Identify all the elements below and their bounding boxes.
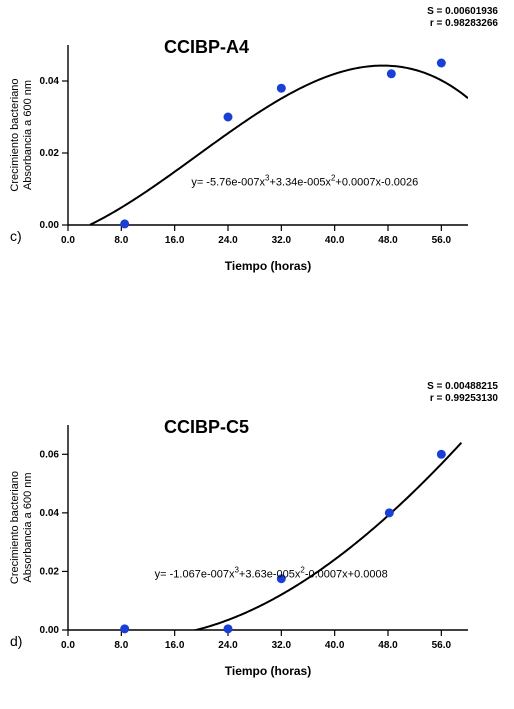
x-tick-label: 40.0 [325, 235, 345, 246]
data-point [437, 59, 446, 68]
y-tick-label: 0.02 [40, 148, 60, 159]
data-point [437, 450, 446, 459]
y-tick-label: 0.04 [40, 76, 60, 87]
x-tick-label: 16.0 [165, 640, 185, 651]
stat-r: r = 0.99253130 [430, 393, 499, 404]
chart-title: CCIBP-C5 [164, 417, 249, 437]
y-tick-label: 0.06 [40, 449, 60, 460]
y-axis-label-line2: Absorbancia a 600 nm [22, 80, 34, 190]
equation-text: y= -5.76e-007x3+3.34e-005x2+0.0007x-0.00… [191, 173, 418, 188]
data-point [120, 219, 129, 228]
data-point [277, 84, 286, 93]
x-tick-label: 48.0 [378, 640, 398, 651]
data-point [120, 624, 129, 633]
x-tick-label: 40.0 [325, 640, 345, 651]
x-tick-label: 8.0 [114, 235, 128, 246]
panel-letter: d) [10, 633, 22, 649]
y-axis-label-line1: Crecimiento bacteriano [9, 78, 21, 191]
chart-title: CCIBP-A4 [164, 37, 249, 57]
stat-r: r = 0.98283266 [430, 18, 499, 29]
x-tick-label: 16.0 [165, 235, 185, 246]
x-axis-label: Tiempo (horas) [225, 664, 311, 678]
x-tick-label: 8.0 [114, 640, 128, 651]
panel-letter: c) [10, 228, 22, 244]
x-tick-label: 24.0 [218, 640, 238, 651]
y-tick-label: 0.04 [40, 508, 60, 519]
stat-s: S = 0.00601936 [427, 6, 498, 17]
chart-panel: 0.0 8.0 16.0 24.0 32.0 40.0 48.0 56.0 0.00 0.02 0.… [0, 0, 514, 310]
x-tick-label: 32.0 [272, 235, 292, 246]
data-point [224, 113, 233, 122]
x-tick-label: 0.0 [61, 235, 75, 246]
x-tick-label: 56.0 [432, 235, 452, 246]
y-tick-label: 0.00 [40, 220, 60, 231]
equation-text: y= -1.067e-007x3+3.63e-005x2-0.0007x+0.0… [155, 565, 388, 580]
data-point [385, 508, 394, 517]
y-tick-label: 0.00 [40, 625, 60, 636]
x-tick-label: 56.0 [432, 640, 452, 651]
x-tick-label: 24.0 [218, 235, 238, 246]
y-tick-label: 0.02 [40, 566, 60, 577]
x-tick-label: 0.0 [61, 640, 75, 651]
x-tick-label: 48.0 [378, 235, 398, 246]
y-axis-label-line1: Crecimiento bacteriano [9, 471, 21, 584]
fitted-curve [175, 443, 462, 635]
data-point [224, 624, 233, 633]
y-axis-label-line2: Absorbancia a 600 nm [22, 472, 34, 582]
x-axis-label: Tiempo (horas) [225, 259, 311, 273]
x-tick-label: 32.0 [272, 640, 292, 651]
chart-panel: 0.0 8.0 16.0 24.0 32.0 40.0 48.0 56.0 0.00 0.02 0.… [0, 375, 514, 709]
stat-s: S = 0.00488215 [427, 381, 498, 392]
data-point [387, 69, 396, 78]
